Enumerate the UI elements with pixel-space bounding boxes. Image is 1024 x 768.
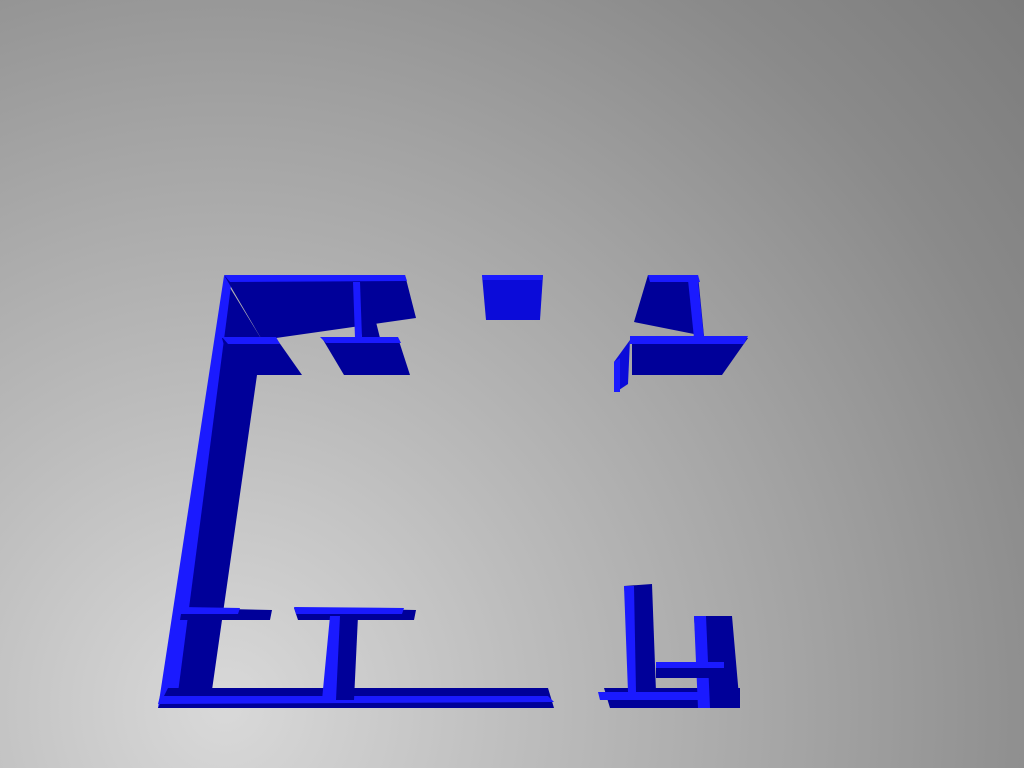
- maze-wall-top-left-a-top: [224, 275, 407, 282]
- maze-wall-bottom-post-face: [322, 616, 340, 700]
- maze-wall-ledge-b-top: [320, 337, 401, 343]
- maze-wall-bottom-top: [158, 696, 554, 704]
- maze-wall-ledge-a: [222, 338, 302, 375]
- maze-wall-bottom-right-crossbar-top: [656, 662, 724, 668]
- maze-wall-left-side: [168, 278, 262, 700]
- maze-wall-top-post-face: [353, 282, 362, 338]
- maze-wall-shelf-b-top: [294, 607, 404, 614]
- maze-wall-top-right-stub-face: [614, 358, 620, 392]
- maze-wall-top-right-lower: [632, 338, 748, 375]
- maze-wall-top-middle-top: [482, 275, 543, 280]
- maze-wall-shelf-a-top: [180, 607, 240, 614]
- maze-wall-ledge-b: [322, 338, 410, 375]
- maze-wall-top-right-lower-top: [630, 336, 748, 344]
- maze-wall-top-post: [356, 282, 380, 338]
- maze-wall-bottom-right-post-a-face: [624, 586, 636, 692]
- maze-wall-top-right-upper: [634, 275, 704, 336]
- maze-wall-top-right-upper-top: [648, 275, 700, 282]
- maze-wall-ledge-a-top: [222, 337, 280, 344]
- maze-wall-top-right-post: [688, 280, 704, 338]
- maze-wall-top-middle: [482, 275, 543, 320]
- maze-wall-left-top: [158, 276, 232, 708]
